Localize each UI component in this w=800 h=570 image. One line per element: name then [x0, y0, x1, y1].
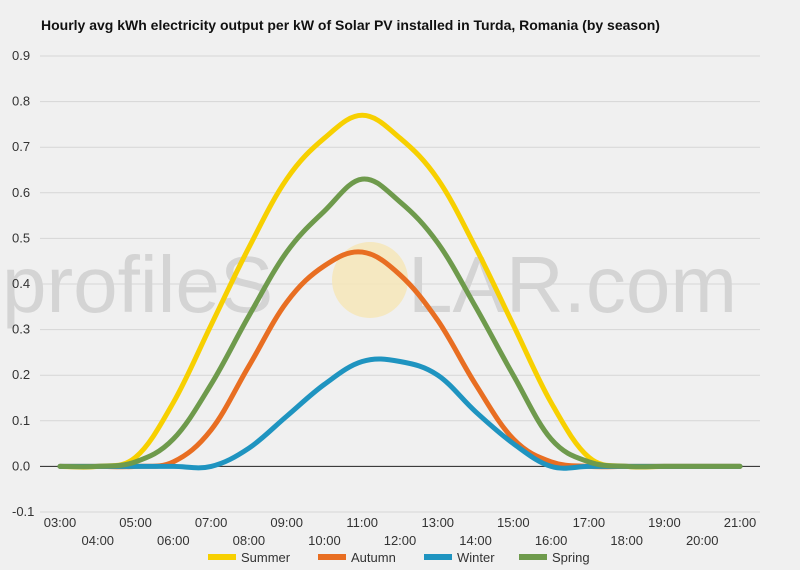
x-tick-label: 07:00	[195, 515, 228, 530]
x-tick-label: 13:00	[422, 515, 455, 530]
y-tick-label: 0.3	[12, 322, 30, 337]
x-tick-label: 20:00	[686, 533, 719, 548]
y-tick-label: 0.6	[12, 185, 30, 200]
watermark-sun-icon	[332, 242, 408, 318]
watermark-text-right: LAR.com	[408, 240, 737, 329]
x-tick-label: 10:00	[308, 533, 341, 548]
legend-label-spring: Spring	[552, 550, 590, 565]
y-tick-label: 0.0	[12, 458, 30, 473]
y-tick-label: 0.1	[12, 413, 30, 428]
watermark: profileS LAR.com	[2, 240, 737, 329]
x-tick-label: 19:00	[648, 515, 681, 530]
x-tick-label: 05:00	[119, 515, 152, 530]
legend-swatch-winter	[424, 554, 452, 560]
x-tick-label: 09:00	[270, 515, 303, 530]
y-tick-label: 0.7	[12, 139, 30, 154]
x-tick-label: 21:00	[724, 515, 757, 530]
y-tick-label: -0.1	[12, 504, 34, 519]
y-tick-label: 0.9	[12, 48, 30, 63]
legend-label-winter: Winter	[457, 550, 495, 565]
y-tick-label: 0.8	[12, 94, 30, 109]
series-line-spring	[57, 176, 743, 470]
x-tick-label: 15:00	[497, 515, 530, 530]
x-axis: 03:00 04:00 05:00 06:00 07:00 08:00 09:00 10:00…	[44, 515, 757, 548]
lines-layer	[57, 112, 743, 471]
x-tick-label: 08:00	[233, 533, 266, 548]
y-tick-label: 0.2	[12, 367, 30, 382]
legend-swatch-spring	[519, 554, 547, 560]
x-tick-label: 14:00	[459, 533, 492, 548]
grid-layer	[40, 55, 760, 513]
x-tick-label: 16:00	[535, 533, 568, 548]
x-tick-label: 17:00	[573, 515, 606, 530]
legend: Summer Autumn Winter Spring	[208, 550, 590, 565]
y-tick-label: 0.4	[12, 276, 30, 291]
y-axis: -0.1 0.0 0.1 0.2 0.3 0.4 0.5 0.6 0.7 0.8 0.9	[12, 48, 34, 519]
x-tick-label: 06:00	[157, 533, 190, 548]
legend-label-autumn: Autumn	[351, 550, 396, 565]
chart-title: Hourly avg kWh electricity output per kW…	[41, 17, 660, 33]
y-tick-label: 0.5	[12, 230, 30, 245]
legend-label-summer: Summer	[241, 550, 291, 565]
x-tick-label: 12:00	[384, 533, 417, 548]
x-tick-label: 18:00	[610, 533, 643, 548]
legend-swatch-summer	[208, 554, 236, 560]
x-tick-label: 03:00	[44, 515, 77, 530]
x-tick-label: 04:00	[82, 533, 115, 548]
legend-swatch-autumn	[318, 554, 346, 560]
x-tick-label: 11:00	[346, 515, 378, 530]
